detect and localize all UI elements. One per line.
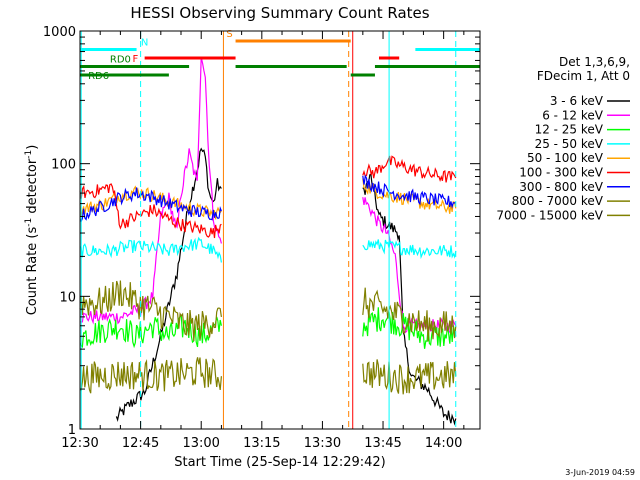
legend: Det 1,3,6,9, FDecim 1, Att 0 3 - 6 keV6 … [496, 55, 630, 222]
y-tick-label: 1 [68, 423, 76, 438]
x-tick-label: 12:30 [61, 436, 98, 451]
series-line [362, 174, 457, 209]
y-tick-labels: 1 10 100 1000 [43, 25, 76, 438]
legend-entry-label: 3 - 6 keV [550, 94, 604, 108]
footer-date: 3-Jun-2019 04:59 [565, 468, 635, 477]
y-axis-label-part: -1 [24, 150, 34, 159]
series-line [362, 287, 457, 342]
legend-entry-label: 800 - 7000 keV [512, 194, 604, 208]
series-line [362, 239, 457, 260]
series-line [362, 197, 457, 334]
x-tick-label: 13:15 [243, 436, 280, 451]
y-axis-label-part: -1 [24, 218, 34, 227]
x-axis-label: Start Time (25-Sep-14 12:29:42) [174, 455, 385, 470]
x-tick-label: 12:45 [122, 436, 159, 451]
y-axis-label: Count Rate (s-1 detector-1) [24, 145, 40, 316]
legend-entry-label: 7000 - 15000 keV [496, 208, 603, 222]
legend-entry-label: 300 - 800 keV [519, 180, 603, 194]
flag-label: S [226, 29, 232, 40]
series-line [79, 183, 222, 239]
legend-entry-label: 100 - 300 keV [519, 166, 603, 180]
plot-frame [79, 30, 481, 430]
series-line [115, 147, 222, 423]
y-tick-label: 100 [51, 158, 76, 173]
series-line [79, 187, 222, 223]
legend-header-line: Det 1,3,6,9, [559, 55, 630, 69]
series-line [362, 359, 457, 395]
series-line [79, 314, 222, 349]
axis-ticks [79, 30, 480, 430]
y-axis-label-part: detector [25, 158, 40, 218]
series-line [79, 280, 222, 341]
x-tick-label: 14:00 [425, 436, 462, 451]
legend-entry-label: 25 - 50 keV [535, 137, 604, 151]
y-axis-label-part: ) [25, 145, 40, 150]
x-tick-label: 13:30 [304, 436, 341, 451]
x-tick-label: 13:45 [364, 436, 401, 451]
series-line [79, 236, 222, 263]
flag-label: F [133, 54, 139, 65]
flag-label: RD6 [88, 71, 109, 82]
y-axis-label-part: Count Rate (s [25, 227, 40, 316]
y-tick-label: 1000 [43, 25, 76, 40]
x-tick-labels: 12:30 12:45 13:00 13:15 13:30 13:45 14:00 [61, 436, 462, 451]
legend-entry-label: 6 - 12 keV [542, 108, 604, 122]
flag-label: N [141, 38, 148, 49]
legend-entry-label: 12 - 25 keV [535, 123, 604, 137]
series-line [79, 357, 222, 394]
legend-header-line: FDecim 1, Att 0 [537, 69, 630, 83]
series-line [362, 155, 457, 183]
chart-title: HESSI Observing Summary Count Rates [130, 4, 429, 22]
x-tick-label: 13:00 [182, 436, 219, 451]
y-tick-label: 10 [59, 290, 76, 305]
series-line [79, 56, 222, 325]
flag-label: RD0 [110, 55, 131, 66]
series-line [362, 307, 457, 349]
legend-entry-label: 50 - 100 keV [527, 151, 604, 165]
